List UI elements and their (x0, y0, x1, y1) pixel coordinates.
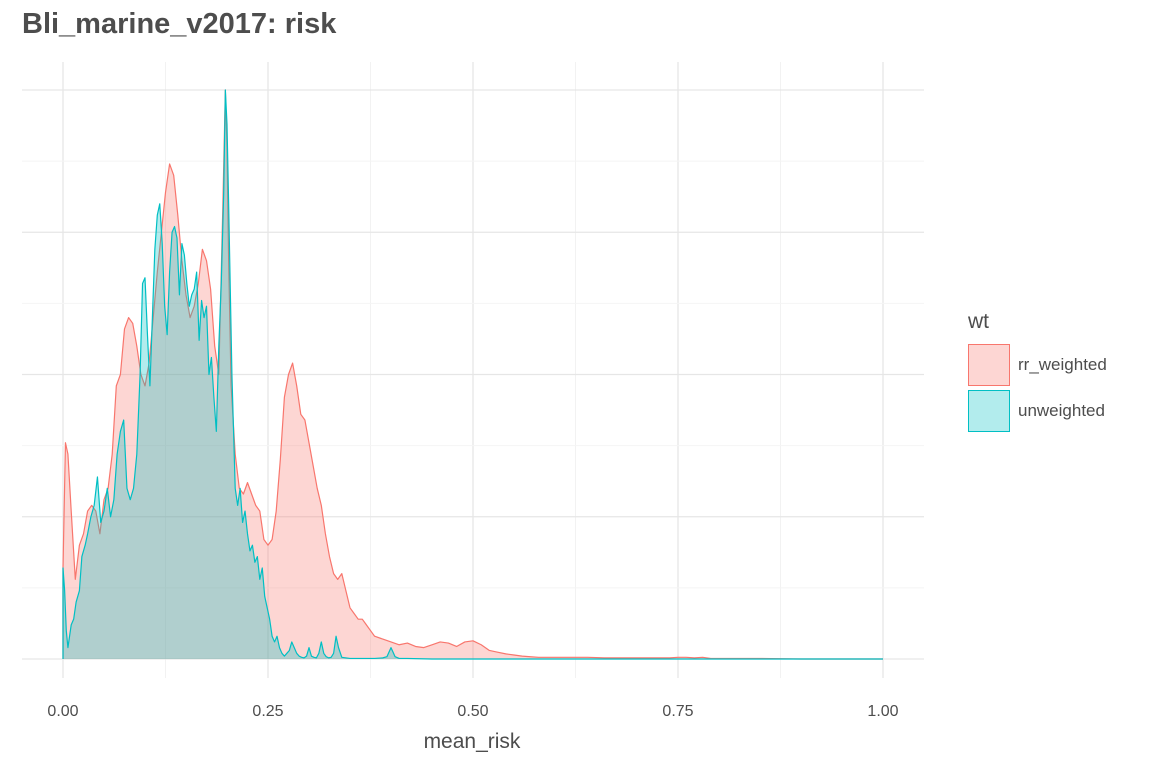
x-tick-label-4: 1.00 (867, 703, 898, 720)
legend-key-rr-weighted (968, 344, 1010, 386)
legend-title: wt (968, 310, 989, 333)
legend-key-unweighted (968, 390, 1010, 432)
series-line-unweighted (62, 89, 883, 660)
legend: wt rr_weighted unweighted (968, 310, 1107, 434)
legend-item-rr-weighted: rr_weighted (968, 342, 1107, 388)
x-tick-label-3: 0.75 (662, 703, 693, 720)
series-area-unweighted (63, 90, 883, 659)
x-tick-label-1: 0.25 (252, 703, 283, 720)
legend-label-unweighted: unweighted (1018, 401, 1105, 420)
x-tick-label-0: 0.00 (47, 703, 78, 720)
density-areas (62, 89, 883, 660)
legend-item-unweighted: unweighted (968, 388, 1107, 434)
x-axis-ticks: 0.00 0.25 0.50 0.75 1.00 (47, 703, 898, 720)
x-tick-label-2: 0.50 (457, 703, 488, 720)
series-area-rr-weighted (63, 90, 883, 659)
x-axis-title: mean_risk (424, 730, 521, 753)
series-line-rr-weighted (62, 89, 883, 660)
chart-title: Bli_marine_v2017: risk (22, 8, 337, 40)
legend-label-rr-weighted: rr_weighted (1018, 355, 1107, 374)
